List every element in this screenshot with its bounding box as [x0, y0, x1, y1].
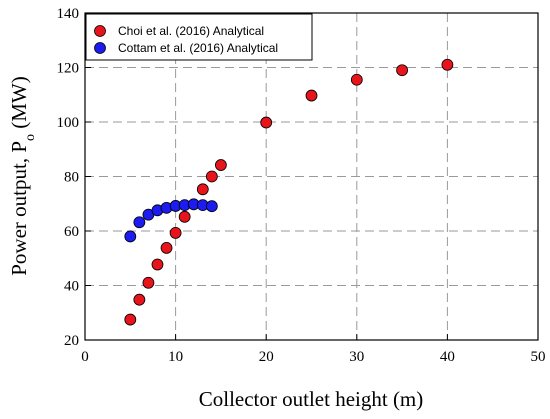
y-tick-label: 100 [57, 115, 80, 131]
choi-data-point [441, 58, 454, 71]
y-tick-label: 140 [57, 6, 80, 22]
y-axis-title-main: Power output, P [7, 141, 31, 276]
choi-data-point [396, 64, 409, 77]
x-tick-label: 20 [259, 349, 274, 365]
axis-ticks: 0 10 20 30 40 50 20 40 60 80 100 120 140 [57, 6, 546, 365]
choi-data-point [160, 241, 173, 254]
choi-data-point [133, 293, 146, 306]
y-tick-label: 20 [64, 333, 79, 349]
x-axis-title: Collector outlet height (m) [199, 387, 424, 411]
y-tick-label: 120 [57, 61, 80, 77]
choi-data-point [350, 73, 363, 86]
y-tick-label: 80 [64, 170, 79, 186]
x-tick-label: 40 [440, 349, 455, 365]
legend: Choi et al. (2016) Analytical Cottam et … [85, 13, 313, 61]
x-tick-label: 30 [349, 349, 364, 365]
y-axis-title-subscript: o [23, 134, 38, 141]
cottam-data-point [124, 230, 137, 243]
choi-data-point [169, 227, 182, 239]
choi-data-point [124, 313, 137, 326]
cottam-data-point [133, 216, 146, 229]
cottam-data-point [205, 200, 218, 213]
x-tick-label: 0 [81, 349, 89, 365]
grid [85, 13, 538, 340]
legend-marker-choi [94, 25, 106, 37]
choi-data-point [305, 89, 318, 102]
choi-data-point [178, 210, 191, 223]
legend-marker-cottam [94, 42, 106, 54]
choi-data-point [151, 258, 164, 271]
choi-data-point [260, 116, 273, 129]
choi-data-point [142, 276, 155, 289]
y-axis-title: Power output, Po (MW) [7, 76, 38, 276]
legend-box [85, 13, 313, 61]
data-points [124, 58, 454, 326]
y-tick-label: 40 [64, 279, 79, 295]
y-axis-title-unit: (MW) [7, 76, 31, 134]
choi-data-point [196, 183, 209, 196]
y-tick-label: 60 [64, 224, 79, 240]
choi-data-point [214, 159, 227, 171]
choi-data-point [205, 170, 218, 183]
x-tick-label: 50 [531, 349, 546, 365]
x-tick-label: 10 [168, 349, 183, 365]
legend-label-cottam: Cottam et al. (2016) Analytical [118, 41, 278, 55]
legend-label-choi: Choi et al. (2016) Analytical [118, 24, 264, 38]
